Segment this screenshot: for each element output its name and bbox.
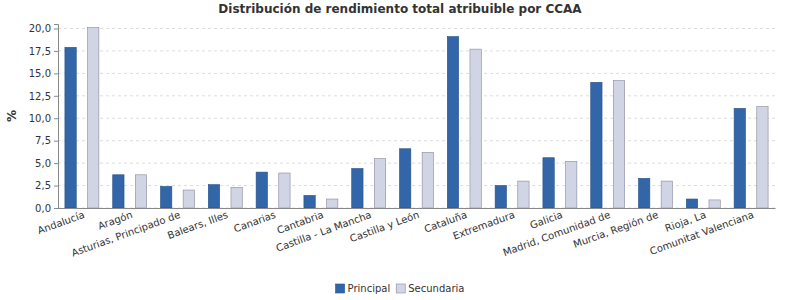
x-tick: Andalucía: [36, 209, 86, 236]
y-axis-line: [54, 25, 59, 209]
y-tick: 0,0: [35, 203, 58, 214]
bar: [161, 186, 172, 208]
x-tick: Murcia, Región de: [572, 209, 660, 250]
x-tick-label: Extremadura: [451, 209, 516, 242]
y-tick: 17,5: [29, 46, 58, 57]
chart-container: Distribución de rendimiento total atribu…: [0, 0, 800, 300]
bar: [591, 82, 602, 208]
legend-item: Secundaria: [396, 283, 464, 294]
bar: [279, 173, 290, 208]
bar: [661, 181, 672, 208]
y-tick-label: 15,0: [29, 68, 51, 79]
x-tick-label: Murcia, Región de: [572, 209, 660, 250]
x-tick-label: Canarias: [232, 209, 277, 234]
y-tick-mark: [54, 51, 58, 52]
bar: [256, 172, 267, 208]
y-tick-mark: [54, 208, 58, 209]
y-axis-title: %: [5, 110, 19, 122]
bar: [495, 186, 506, 208]
grid-line: [58, 28, 775, 29]
bar: [352, 169, 363, 208]
bar: [327, 199, 338, 208]
legend-swatch: [336, 284, 345, 293]
grid-line: [58, 140, 775, 141]
y-tick-label: 2,5: [35, 180, 51, 191]
bar: [304, 195, 315, 208]
x-tick-label: Balears, Illes: [166, 209, 230, 241]
bar: [518, 181, 529, 208]
bar: [135, 175, 146, 208]
bar: [400, 149, 411, 208]
x-tick-label: Comunitat Valenciana: [648, 209, 755, 257]
y-tick-mark: [54, 141, 58, 142]
bar: [566, 161, 577, 208]
x-tick: Castilla y León: [348, 209, 420, 244]
bars: [65, 28, 768, 208]
y-tick-label: 5,0: [35, 158, 51, 169]
y-tick-mark: [54, 28, 58, 29]
y-tick: 2,5: [35, 180, 58, 191]
bar: [183, 190, 194, 208]
y-tick-label: 20,0: [29, 23, 51, 34]
y-tick-mark: [54, 186, 58, 187]
chart-svg: Distribución de rendimiento total atribu…: [0, 0, 800, 300]
x-tick: Balears, Illes: [166, 209, 230, 241]
grid-line: [58, 95, 775, 96]
chart-title: Distribución de rendimiento total atribu…: [218, 2, 582, 16]
y-tick-mark: [54, 163, 58, 164]
bar: [639, 178, 650, 208]
bar: [709, 200, 720, 208]
grid: [58, 28, 775, 208]
bar: [447, 37, 458, 208]
y-tick: 20,0: [29, 23, 58, 34]
y-tick: 5,0: [35, 158, 58, 169]
legend-label: Secundaria: [408, 283, 464, 294]
legend-item: Principal: [336, 283, 391, 294]
legend-label: Principal: [348, 283, 391, 294]
x-tick: Asturias, Principado de: [70, 209, 182, 259]
y-tick-label: 12,5: [29, 91, 51, 102]
bar: [470, 49, 481, 208]
y-tick: 12,5: [29, 91, 58, 102]
bar: [113, 175, 124, 208]
bar: [686, 199, 697, 208]
x-tick-label: Andalucía: [36, 209, 86, 236]
bar: [613, 81, 624, 208]
x-tick: Canarias: [232, 209, 277, 234]
bar: [543, 158, 554, 208]
grid-line: [58, 118, 775, 119]
bar: [757, 107, 768, 208]
bar: [208, 185, 219, 208]
y-tick-label: 10,0: [29, 113, 51, 124]
y-tick: 7,5: [35, 135, 58, 146]
bar: [65, 47, 76, 208]
y-tick: 15,0: [29, 68, 58, 79]
grid-line: [58, 163, 775, 164]
y-tick-mark: [54, 73, 58, 74]
y-tick-label: 7,5: [35, 135, 51, 146]
y-tick-label: 17,5: [29, 46, 51, 57]
x-axis: AndalucíaAragónAsturias, Principado deBa…: [36, 209, 775, 259]
x-tick: Comunitat Valenciana: [648, 209, 755, 257]
bar: [88, 28, 99, 208]
bar: [422, 152, 433, 208]
bar: [231, 187, 242, 208]
y-tick-mark: [54, 118, 58, 119]
x-axis-line: [59, 208, 776, 209]
x-tick-label: Castilla y León: [348, 209, 420, 244]
y-tick-label: 0,0: [35, 203, 51, 214]
y-axis: 0,0 2,5 5,0 7,5 10,0 12,5 15,0 17,5 20,0: [29, 23, 59, 214]
legend: Principal Secundaria: [336, 283, 465, 294]
y-tick: 10,0: [29, 113, 58, 124]
x-tick-label: Asturias, Principado de: [70, 209, 182, 259]
legend-swatch: [396, 284, 405, 293]
grid-line: [58, 50, 775, 51]
y-tick-mark: [54, 96, 58, 97]
bar: [374, 159, 385, 208]
bar: [734, 108, 745, 208]
plot: 0,0 2,5 5,0 7,5 10,0 12,5 15,0 17,5 20,0 Andalucí…: [29, 23, 776, 258]
grid-line: [58, 73, 775, 74]
x-tick: Extremadura: [451, 209, 516, 242]
